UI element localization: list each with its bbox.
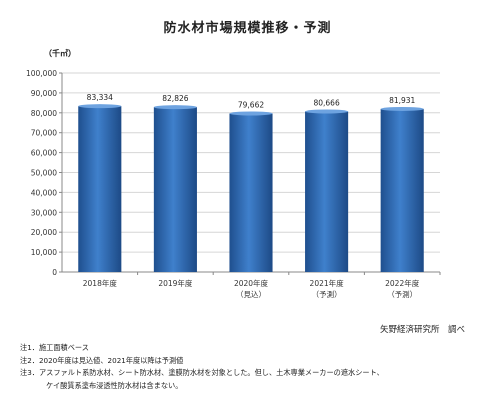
data-label: 81,931: [389, 96, 415, 105]
x-tick-label: 2018年度: [83, 278, 118, 288]
y-tick-label: 30,000: [31, 208, 57, 217]
footnote-3: 注3．アスファルト系防水材、シート防水材、塗膜防水材を対象とした。但し、土木専業…: [20, 368, 384, 377]
bar-chart: 0 10,000 20,000 30,000 40,000 50,000 60,000 70,…: [26, 69, 441, 299]
bar-top: [380, 106, 424, 111]
y-tick-label: 90,000: [31, 89, 57, 98]
bar: [153, 107, 197, 272]
footnote-3-continued: ケイ酸質系塗布浸透性防水材は含まない。: [46, 380, 183, 390]
y-tick-label: 20,000: [31, 228, 57, 237]
source-note: 矢野経済研究所 調べ: [379, 325, 465, 335]
x-tick-label: 2021年度: [310, 278, 345, 288]
data-label: 83,334: [87, 93, 113, 102]
x-tick-label: （予測）: [312, 289, 342, 299]
footnote-1: 注1．施工面積ベース: [20, 343, 89, 352]
y-tick-label: 10,000: [31, 248, 57, 257]
bar-top: [229, 111, 273, 116]
bar: [380, 108, 424, 273]
y-tick-label: 0: [52, 268, 57, 277]
x-tick-label: （見込）: [236, 290, 266, 299]
chart-title: 防水材市場規模推移・予測: [163, 21, 332, 36]
y-tick-label: 100,000: [26, 69, 57, 78]
data-label: 82,826: [162, 94, 188, 103]
data-label: 79,662: [238, 100, 264, 109]
y-tick-label: 40,000: [31, 188, 57, 197]
y-tick-label: 70,000: [31, 129, 57, 138]
y-axis-unit-label: （千㎡）: [44, 49, 76, 58]
footnote-2: 注2．2020年度は見込値、2021年度以降は予測値: [20, 355, 184, 365]
y-tick-label: 80,000: [31, 109, 57, 118]
bar-top: [153, 105, 197, 110]
bar-top: [78, 104, 122, 109]
bar: [78, 106, 122, 272]
x-tick-label: 2022年度: [385, 278, 420, 288]
bar: [305, 111, 349, 272]
bar-top: [305, 109, 349, 114]
x-tick-label: 2020年度: [234, 278, 269, 288]
bar: [229, 113, 273, 272]
x-tick-label: （予測）: [387, 289, 417, 299]
data-label: 80,666: [313, 98, 339, 107]
y-tick-label: 50,000: [31, 169, 57, 178]
footnotes: 注1．施工面積ベース 注2．2020年度は見込値、2021年度以降は予測値 注3…: [20, 342, 384, 392]
y-tick-label: 60,000: [31, 149, 57, 158]
x-tick-label: 2019年度: [158, 278, 193, 288]
